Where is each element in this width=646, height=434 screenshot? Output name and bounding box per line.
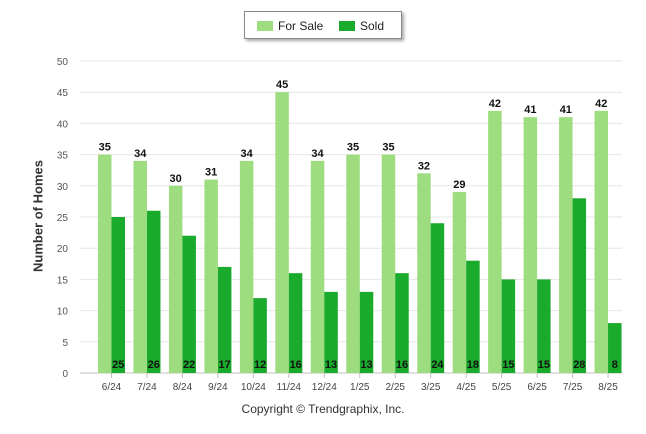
data-label-sold: 28 [573, 359, 585, 371]
data-label-sold: 25 [112, 359, 124, 371]
data-label-sold: 16 [289, 359, 301, 371]
data-label-for-sale: 32 [418, 160, 430, 172]
data-label-for-sale: 41 [560, 104, 572, 116]
y-tick-label: 35 [57, 151, 69, 162]
data-label-sold: 16 [396, 359, 408, 371]
copyright-text: Copyright © Trendgraphix, Inc. [241, 402, 405, 416]
bar-for-sale [417, 173, 431, 373]
x-tick-label: 3/25 [421, 382, 441, 393]
data-label-sold: 15 [502, 359, 514, 371]
data-label-for-sale: 34 [311, 148, 324, 160]
x-tick-label: 11/24 [277, 382, 302, 393]
data-label-for-sale: 31 [205, 167, 217, 179]
bar-for-sale [381, 154, 396, 373]
data-label-for-sale: 29 [453, 179, 465, 191]
bar-for-sale [275, 92, 289, 373]
data-label-for-sale: 35 [99, 142, 111, 154]
bar-for-sale [523, 117, 538, 373]
x-tick-label: 5/25 [492, 382, 512, 393]
y-tick-label: 30 [57, 182, 69, 193]
y-tick-label: 15 [57, 275, 69, 286]
data-label-sold: 8 [612, 359, 618, 371]
data-label-sold: 26 [148, 359, 160, 371]
bar-sold [537, 279, 551, 373]
bar-for-sale [239, 160, 254, 373]
legend-swatch-for-sale [257, 21, 273, 31]
data-label-for-sale: 35 [347, 142, 359, 154]
bar-for-sale [98, 154, 112, 373]
x-tick-label: 9/24 [208, 382, 228, 393]
bar-sold [430, 223, 445, 373]
data-label-for-sale: 42 [595, 98, 607, 110]
bar-sold [146, 210, 161, 373]
bar-sold [217, 266, 232, 373]
data-label-sold: 22 [183, 359, 195, 371]
data-label-sold: 12 [254, 359, 266, 371]
data-label-sold: 24 [431, 359, 444, 371]
bar-for-sale [310, 160, 325, 373]
legend-label-for-sale: For Sale [278, 19, 324, 33]
y-tick-label: 25 [57, 213, 69, 224]
legend-label-sold: Sold [360, 19, 385, 33]
data-label-sold: 15 [538, 359, 550, 371]
x-tick-label: 7/25 [563, 382, 583, 393]
y-tick-label: 20 [57, 244, 69, 255]
bar-for-sale [204, 179, 218, 373]
bar-sold [359, 291, 374, 373]
bar-sold [111, 217, 125, 373]
data-label-for-sale: 42 [489, 98, 501, 110]
data-label-for-sale: 34 [240, 148, 253, 160]
y-tick-label: 10 [57, 307, 69, 318]
bar-sold [572, 198, 587, 373]
bar-for-sale [133, 160, 147, 373]
legend-item-sold[interactable]: Sold [339, 19, 384, 33]
bar-sold [608, 323, 622, 373]
x-tick-label: 8/24 [173, 382, 193, 393]
y-tick-label: 50 [57, 57, 69, 68]
bar-for-sale [594, 110, 609, 374]
data-label-for-sale: 45 [276, 79, 288, 91]
bar-for-sale [488, 110, 502, 374]
x-tick-label: 12/24 [312, 382, 337, 393]
data-label-for-sale: 34 [134, 148, 147, 160]
x-tick-label: 10/24 [241, 382, 266, 393]
x-tick-label: 7/24 [137, 382, 157, 393]
x-tick-label: 1/25 [350, 382, 370, 393]
y-tick-label: 40 [57, 119, 69, 130]
y-tick-label: 45 [57, 88, 69, 99]
bar-for-sale [346, 154, 360, 373]
legend-item-for-sale[interactable]: For Sale [257, 19, 323, 33]
data-label-sold: 13 [325, 359, 337, 371]
bar-sold [182, 235, 196, 373]
x-tick-label: 4/25 [456, 382, 476, 393]
bar-sold [288, 273, 303, 373]
bar-sold [501, 279, 516, 373]
bar-sold [253, 298, 267, 373]
legend: For Sale Sold [244, 11, 402, 39]
bar-sold [395, 273, 409, 373]
y-axis-label: Number of Homes [30, 160, 46, 272]
x-tick-label: 6/24 [102, 382, 122, 393]
bar-sold [324, 291, 338, 373]
y-tick-label: 0 [62, 369, 68, 380]
y-tick-label: 5 [62, 338, 68, 349]
data-label-sold: 17 [219, 359, 231, 371]
bar-sold [466, 260, 480, 373]
data-label-sold: 13 [360, 359, 372, 371]
legend-swatch-sold [339, 21, 355, 31]
x-tick-label: 2/25 [385, 382, 405, 393]
data-label-for-sale: 30 [170, 173, 182, 185]
bar-for-sale [168, 185, 183, 373]
bar-for-sale [559, 117, 573, 373]
data-label-sold: 18 [467, 359, 479, 371]
x-tick-label: 8/25 [598, 382, 618, 393]
data-label-for-sale: 41 [524, 104, 536, 116]
data-label-for-sale: 35 [382, 142, 394, 154]
bar-for-sale [452, 192, 467, 373]
x-tick-label: 6/25 [527, 382, 547, 393]
